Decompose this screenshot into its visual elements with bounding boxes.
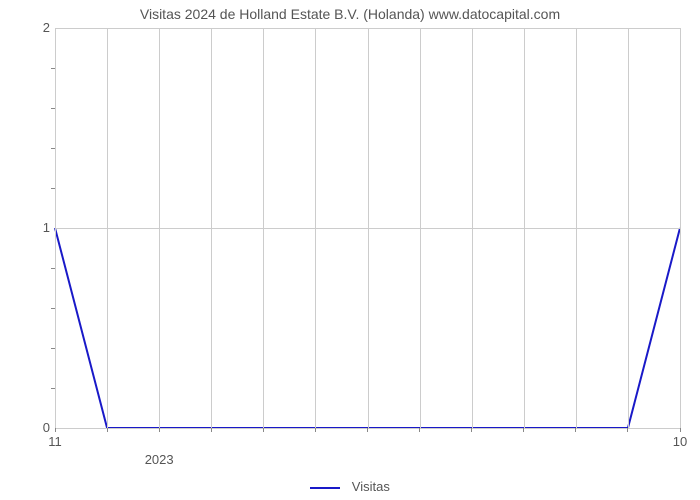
- y-minor-tick: [51, 148, 55, 149]
- gridline-horizontal: [55, 28, 680, 29]
- x-tick: [159, 428, 160, 432]
- x-tick-label: 10: [673, 434, 687, 449]
- legend-swatch: [310, 487, 340, 489]
- x-tick: [627, 428, 628, 432]
- gridline-horizontal: [55, 228, 680, 229]
- x-tick: [263, 428, 264, 432]
- x-tick: [107, 428, 108, 432]
- legend-label: Visitas: [352, 479, 390, 494]
- x-tick: [419, 428, 420, 432]
- y-minor-tick: [51, 388, 55, 389]
- x-tick: [523, 428, 524, 432]
- y-minor-tick: [51, 108, 55, 109]
- y-tick-label: 0: [10, 420, 50, 435]
- gridline-vertical: [680, 28, 681, 428]
- plot-area: [55, 28, 680, 428]
- x-tick: [315, 428, 316, 432]
- x-tick-label: 11: [48, 434, 62, 449]
- y-minor-tick: [51, 188, 55, 189]
- y-minor-tick: [51, 268, 55, 269]
- y-minor-tick: [51, 348, 55, 349]
- chart-title: Visitas 2024 de Holland Estate B.V. (Hol…: [0, 6, 700, 22]
- x-tick: [471, 428, 472, 432]
- x-tick: [211, 428, 212, 432]
- x-axis-year-label: 2023: [145, 452, 174, 467]
- x-tick: [575, 428, 576, 432]
- x-tick: [680, 428, 681, 432]
- y-tick-label: 2: [10, 20, 50, 35]
- y-tick-label: 1: [10, 220, 50, 235]
- y-minor-tick: [51, 68, 55, 69]
- y-minor-tick: [51, 308, 55, 309]
- x-tick: [367, 428, 368, 432]
- legend: Visitas: [0, 479, 700, 494]
- x-tick: [55, 428, 56, 432]
- chart-container: Visitas 2024 de Holland Estate B.V. (Hol…: [0, 0, 700, 500]
